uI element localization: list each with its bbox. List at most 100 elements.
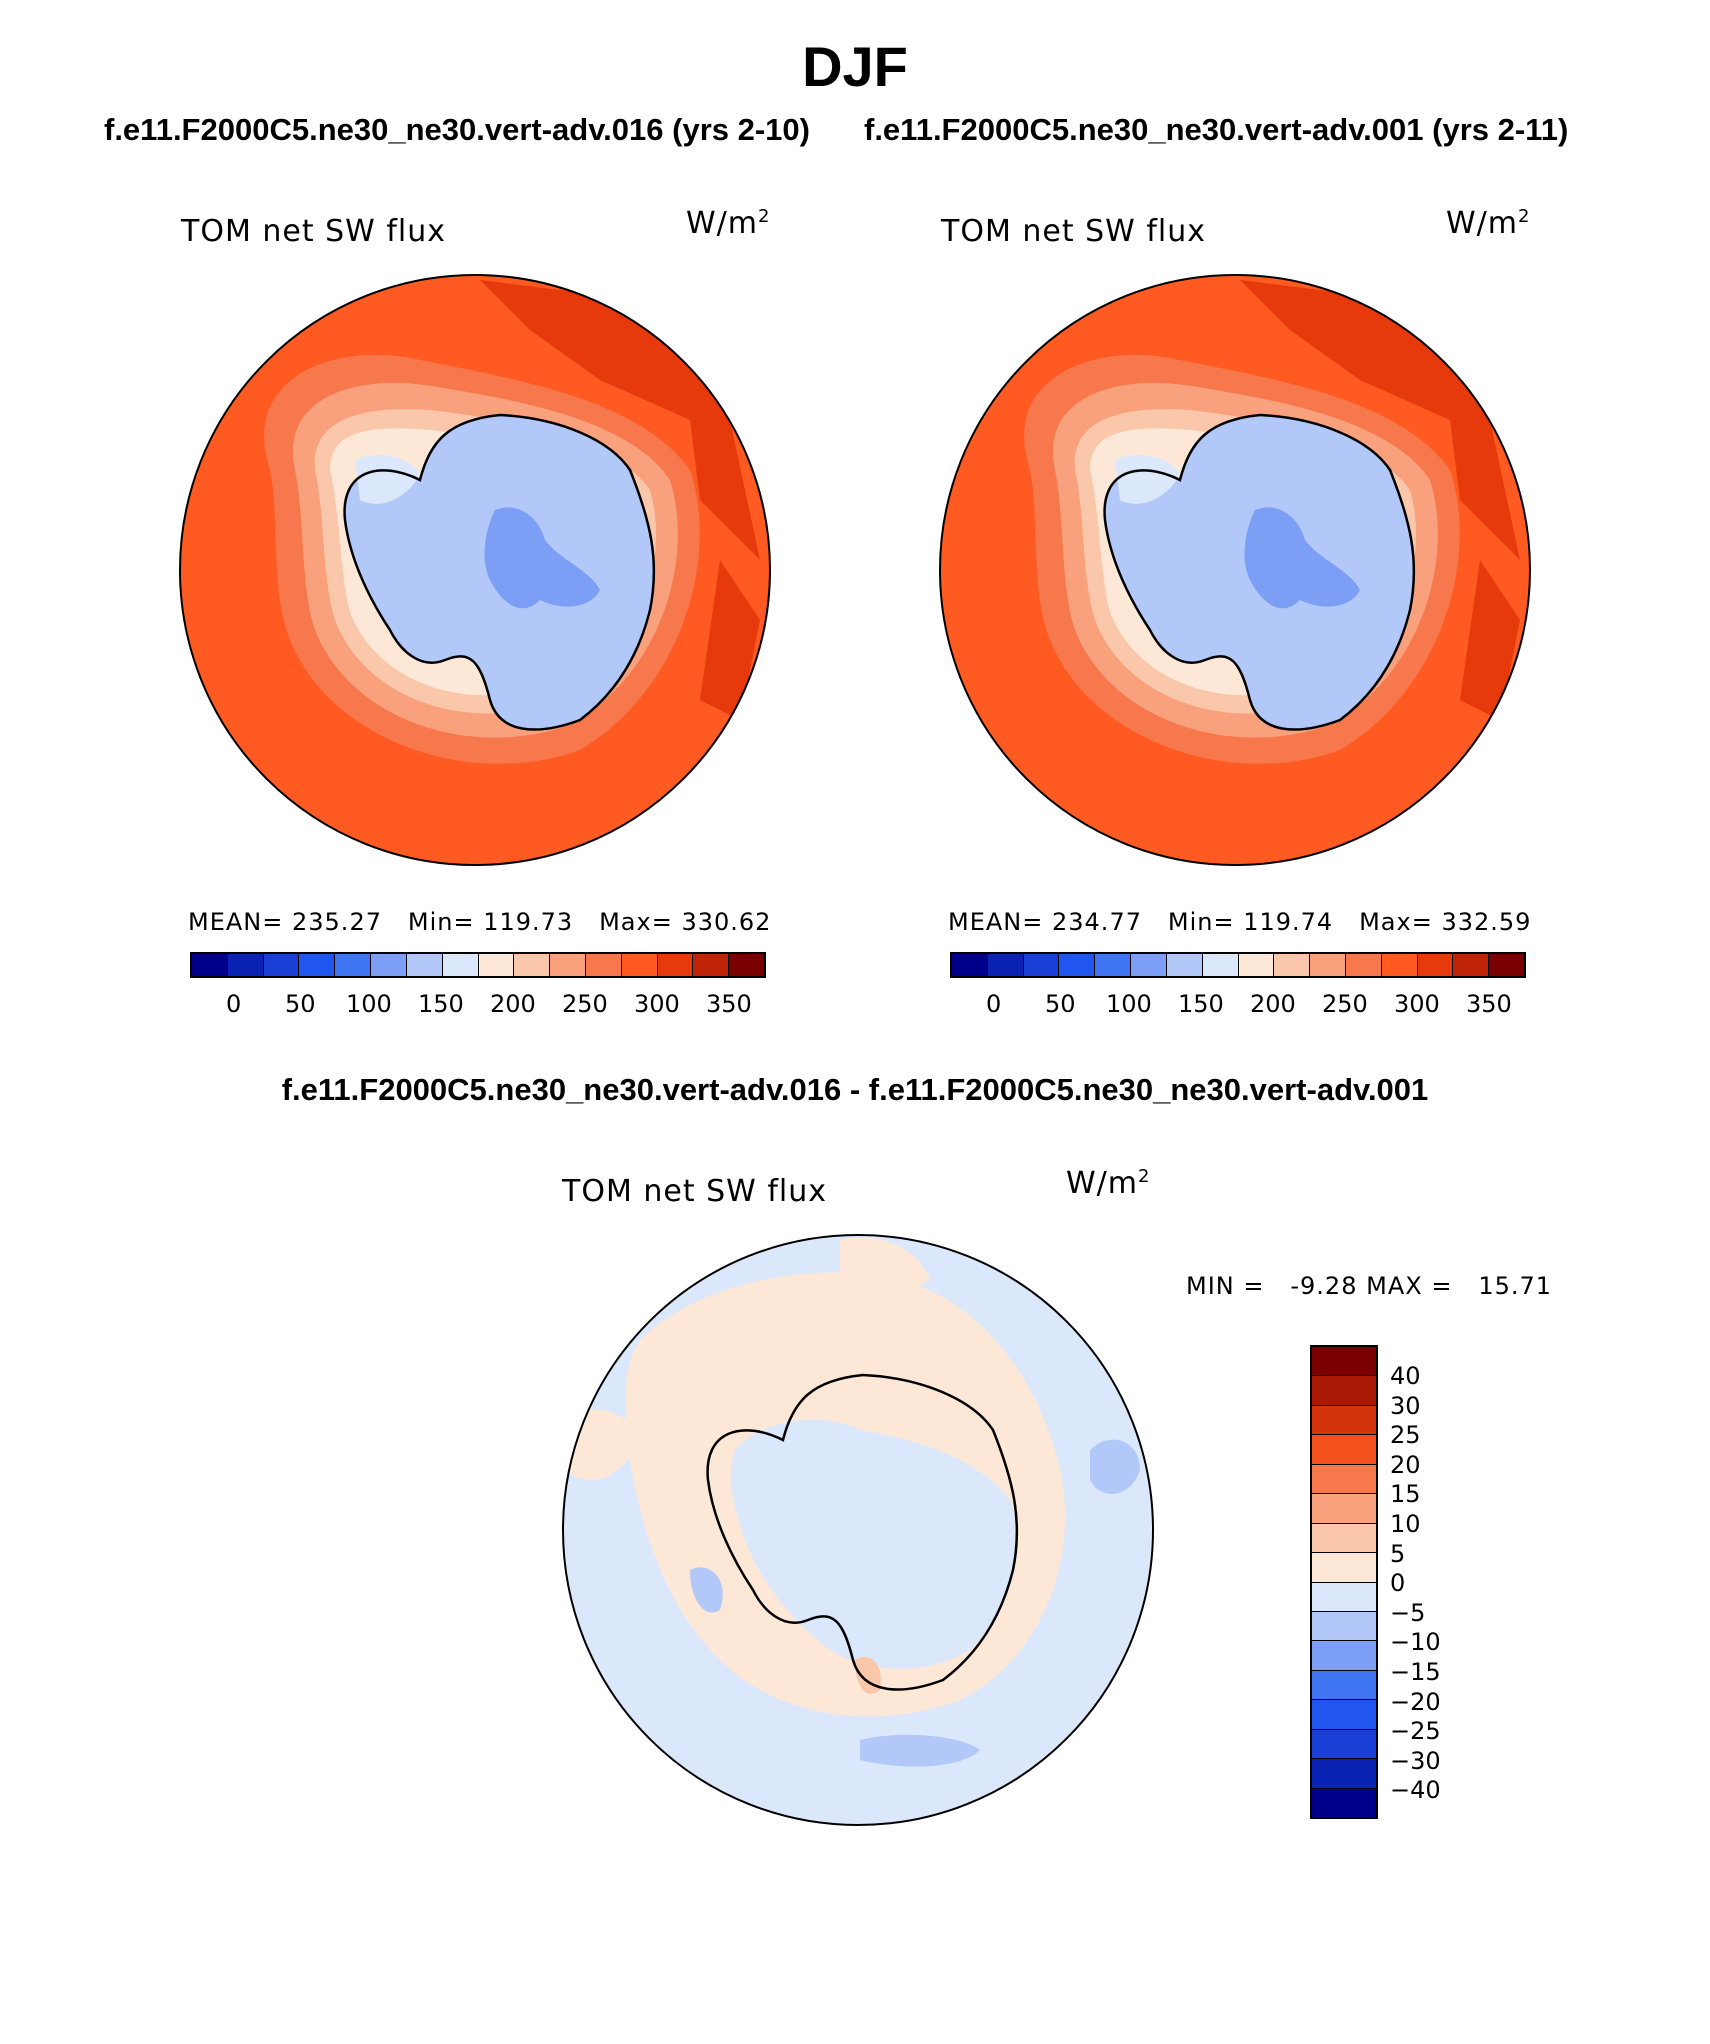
difference-colorbar-ticks: 40 30 25 20 15 10 5 0 −5 −10 −15 −20 −25… — [1390, 1345, 1470, 1819]
map-region — [1090, 1439, 1140, 1494]
map-region — [730, 1419, 1018, 1669]
colorbar-swatch — [1312, 1611, 1376, 1642]
colorbar-swatch — [335, 954, 372, 976]
colorbar-swatch — [1059, 954, 1096, 976]
colorbar-swatch — [729, 954, 764, 976]
colorbar-swatch — [1312, 1700, 1376, 1730]
colorbar-swatch — [1312, 1464, 1376, 1495]
colorbar-swatch — [987, 954, 1024, 976]
page-title: DJF — [802, 35, 908, 98]
panel-2-colorbar — [950, 952, 1526, 978]
map-region — [1115, 455, 1180, 504]
colorbar-swatch — [657, 954, 694, 976]
colorbar-swatch — [1312, 1435, 1376, 1465]
map-region — [1244, 507, 1360, 609]
colorbar-swatch — [1310, 954, 1346, 976]
map-region — [1240, 280, 1520, 560]
diff-tick-1: 30 — [1390, 1392, 1421, 1420]
diff-tick-5: 10 — [1390, 1510, 1421, 1538]
colorbar-swatch — [1312, 1347, 1376, 1377]
map-region — [484, 507, 600, 609]
colorbar-swatch — [192, 954, 228, 976]
colorbar-swatch — [1312, 1670, 1376, 1701]
panel-1-tick-6: 300 — [634, 990, 680, 1018]
difference-minmax: MIN = -9.28 MAX = 15.71 — [1186, 1272, 1553, 1300]
colorbar-swatch — [1312, 1729, 1376, 1760]
difference-map — [563, 1235, 1153, 1825]
panel-1-case-label: f.e11.F2000C5.ne30_ne30.vert-adv.016 (yr… — [104, 112, 810, 147]
colorbar-swatch — [299, 954, 336, 976]
colorbar-swatch — [1453, 954, 1490, 976]
panel-1-stats: MEAN= 235.27 Min= 119.73 Max= 330.62 — [188, 908, 772, 936]
diff-tick-3: 20 — [1390, 1451, 1421, 1479]
panel-2-tick-5: 250 — [1322, 990, 1368, 1018]
colorbar-swatch — [1312, 1523, 1376, 1554]
colorbar-swatch — [693, 954, 730, 976]
diff-tick-13: −30 — [1390, 1747, 1441, 1775]
diff-tick-0: 40 — [1390, 1362, 1421, 1390]
panel-2-tick-7: 350 — [1466, 990, 1512, 1018]
colorbar-swatch — [1023, 954, 1060, 976]
colorbar-swatch — [1417, 954, 1454, 976]
panel-2-tick-6: 300 — [1394, 990, 1440, 1018]
panel-1-colorbar — [190, 952, 766, 978]
colorbar-swatch — [1381, 954, 1418, 976]
panel-1-tick-3: 150 — [418, 990, 464, 1018]
colorbar-swatch — [263, 954, 300, 976]
map-region — [480, 280, 760, 560]
panel-2-map — [940, 275, 1530, 865]
difference-colorbar — [1310, 1345, 1378, 1819]
diff-tick-6: 5 — [1390, 1540, 1406, 1568]
colorbar-swatch — [1312, 1376, 1376, 1406]
colorbar-swatch — [1238, 954, 1275, 976]
colorbar-swatch — [227, 954, 264, 976]
panel-2-tick-2: 100 — [1106, 990, 1152, 1018]
colorbar-swatch — [1312, 1494, 1376, 1524]
map-region — [1460, 560, 1520, 720]
panel-2-variable-label: TOM net SW flux — [941, 214, 1207, 249]
panel-1-units-label: W/m2 — [686, 206, 771, 241]
panel-2-case-label: f.e11.F2000C5.ne30_ne30.vert-adv.001 (yr… — [864, 112, 1569, 147]
colorbar-swatch — [952, 954, 988, 976]
colorbar-swatch — [514, 954, 551, 976]
panel-2-units-label: W/m2 — [1446, 206, 1531, 241]
map-region — [355, 455, 420, 504]
colorbar-swatch — [1312, 1553, 1376, 1583]
difference-case-label: f.e11.F2000C5.ne30_ne30.vert-adv.016 - f… — [281, 1072, 1429, 1107]
colorbar-swatch — [585, 954, 622, 976]
map-region — [860, 1734, 980, 1767]
colorbar-swatch — [1095, 954, 1132, 976]
colorbar-swatch — [406, 954, 443, 976]
panel-2-tick-0: 0 — [986, 990, 1002, 1018]
colorbar-swatch — [478, 954, 515, 976]
colorbar-swatch — [1274, 954, 1311, 976]
colorbar-swatch — [1312, 1582, 1376, 1612]
diff-tick-2: 25 — [1390, 1421, 1421, 1449]
colorbar-swatch — [371, 954, 407, 976]
panel-1-tick-0: 0 — [226, 990, 242, 1018]
map-region — [840, 1237, 930, 1295]
panel-2-tick-3: 150 — [1178, 990, 1224, 1018]
colorbar-swatch — [1312, 1788, 1376, 1817]
map-region — [690, 1567, 723, 1613]
colorbar-swatch — [1312, 1641, 1376, 1671]
colorbar-swatch — [1312, 1405, 1376, 1436]
diff-tick-10: −15 — [1390, 1658, 1441, 1686]
panel-1-variable-label: TOM net SW flux — [181, 214, 447, 249]
colorbar-swatch — [1312, 1759, 1376, 1789]
diff-tick-4: 15 — [1390, 1480, 1421, 1508]
difference-variable-label: TOM net SW flux — [562, 1174, 828, 1209]
panel-2-stats: MEAN= 234.77 Min= 119.74 Max= 332.59 — [948, 908, 1532, 936]
difference-units-label: W/m2 — [1066, 1166, 1151, 1201]
panel-2-colorbar-ticks: 0 50 100 150 200 250 300 350 — [950, 990, 1526, 1020]
colorbar-swatch — [621, 954, 658, 976]
diff-tick-12: −25 — [1390, 1717, 1441, 1745]
colorbar-swatch — [442, 954, 479, 976]
diff-tick-14: −40 — [1390, 1776, 1441, 1804]
map-region — [700, 560, 760, 720]
panel-1-tick-5: 250 — [562, 990, 608, 1018]
panel-2-tick-4: 200 — [1250, 990, 1296, 1018]
colorbar-swatch — [1202, 954, 1239, 976]
panel-2-tick-1: 50 — [1045, 990, 1076, 1018]
